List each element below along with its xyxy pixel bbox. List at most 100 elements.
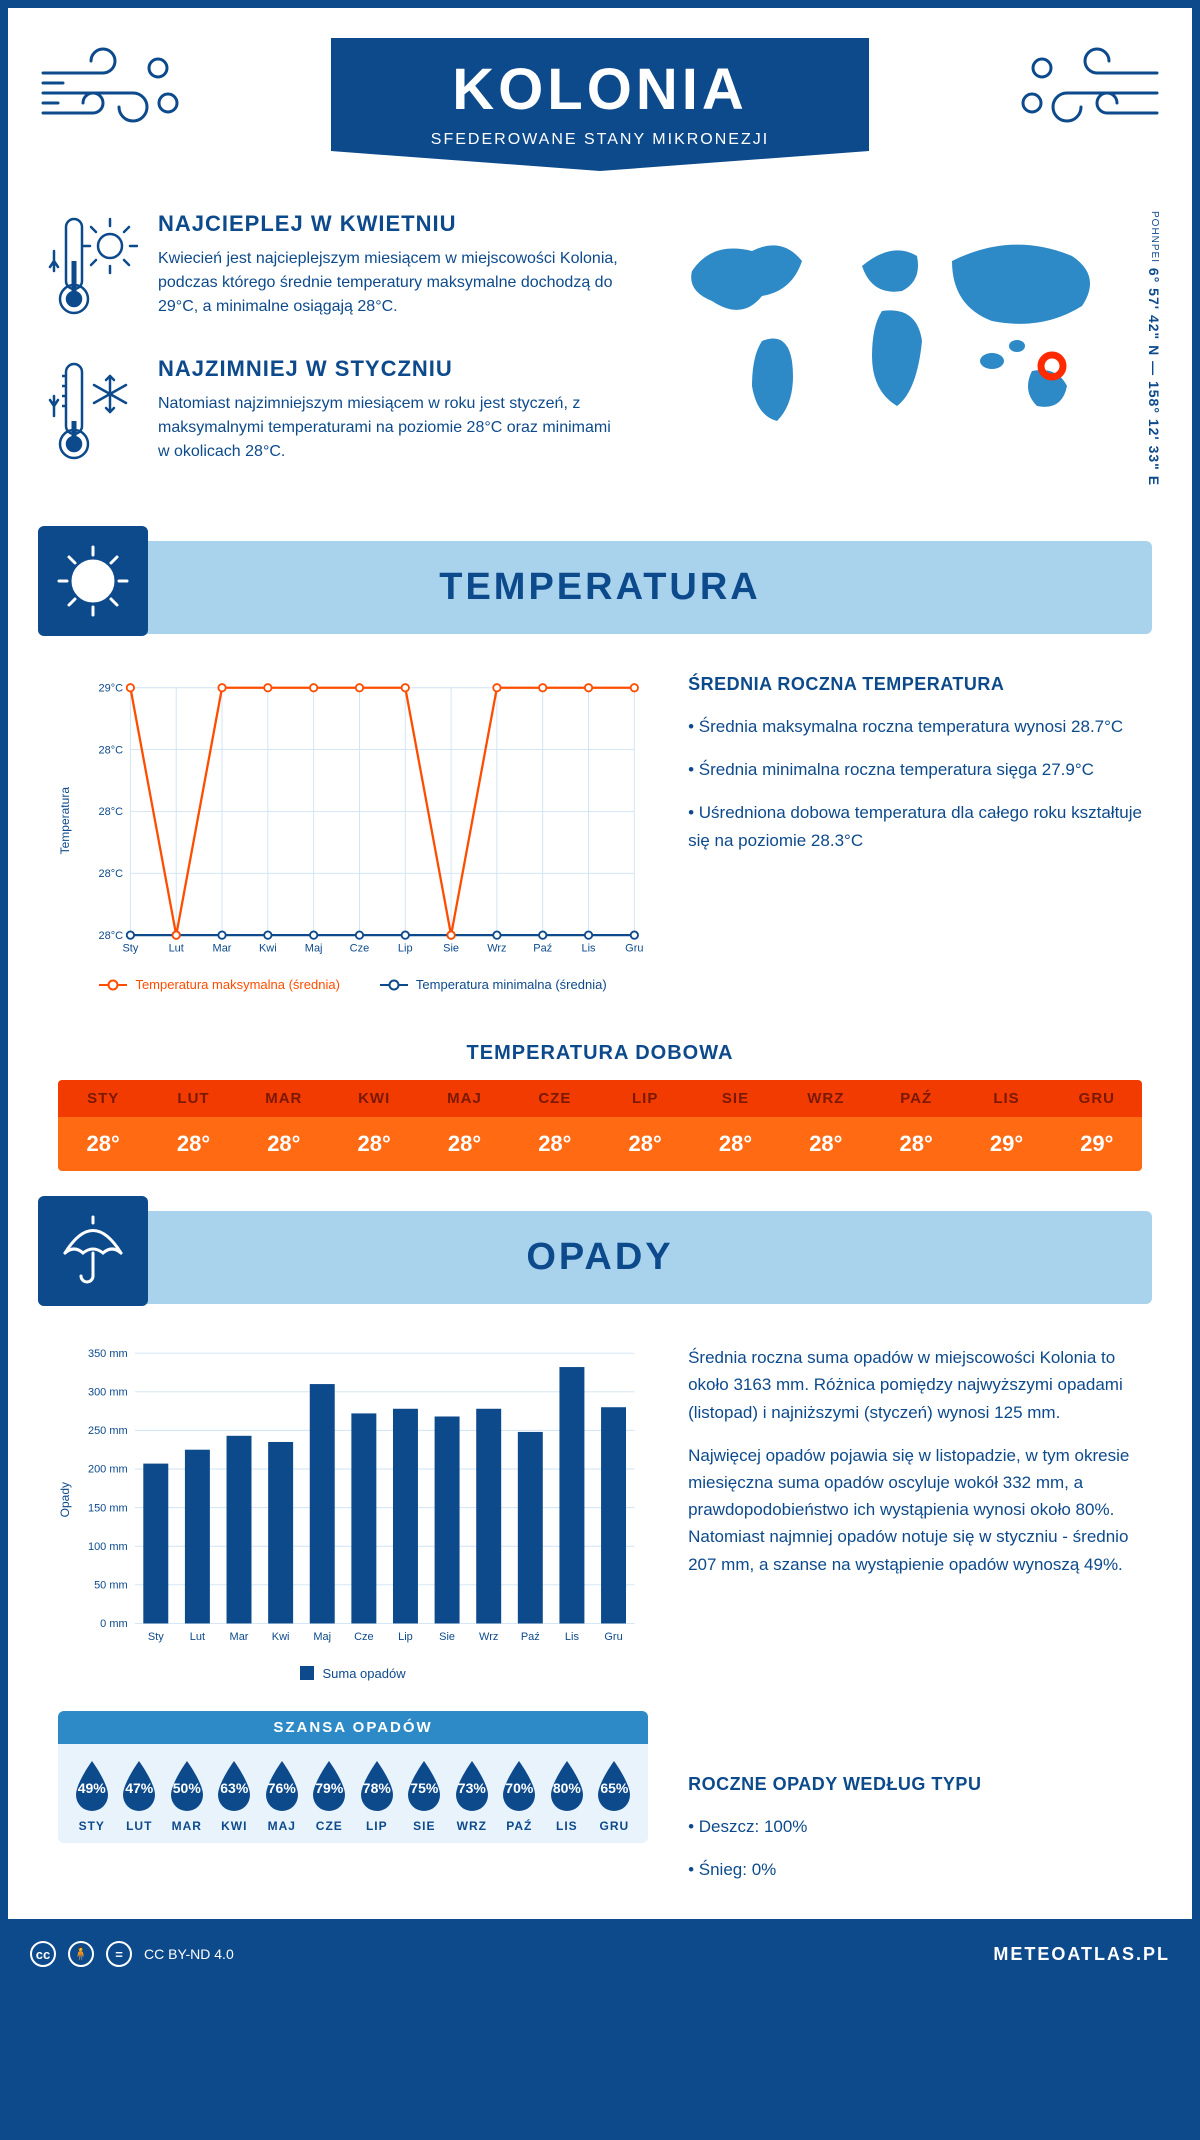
precip-banner: OPADY — [48, 1211, 1152, 1304]
table-cell: 28° — [239, 1117, 329, 1171]
daily-temp-table: STYLUTMARKWIMAJCZELIPSIEWRZPAŹLISGRU28°2… — [58, 1080, 1142, 1171]
legend-sum: Suma opadów — [322, 1666, 405, 1681]
chance-cell: 75% SIE — [401, 1759, 449, 1833]
chance-cell: 49% STY — [68, 1759, 116, 1833]
table-header: MAR — [239, 1080, 329, 1117]
table-cell: 28° — [600, 1117, 690, 1171]
chance-cell: 78% LIP — [353, 1759, 401, 1833]
footer: cc 🧍 = CC BY-ND 4.0 METEOATLAS.PL — [0, 1927, 1200, 1981]
table-header: LIS — [961, 1080, 1051, 1117]
svg-text:28°C: 28°C — [99, 744, 124, 756]
content-frame: KOLONIA SFEDEROWANE STANY MIKRONEZJI — [0, 0, 1200, 1927]
svg-text:Cze: Cze — [350, 943, 370, 955]
raindrop-icon: 50% — [165, 1759, 209, 1813]
wind-icon — [1012, 38, 1162, 138]
precip-bar-chart: Opady 0 mm50 mm100 mm150 mm200 mm250 mm3… — [58, 1344, 648, 1899]
temperature-chart-row: Temperatura 29°C28°C28°C28°C28°CStyLutMa… — [8, 654, 1192, 1012]
svg-text:Kwi: Kwi — [272, 1631, 290, 1643]
warmest-body: Kwiecień jest najcieplejszym miesiącem w… — [158, 247, 622, 319]
license-block: cc 🧍 = CC BY-ND 4.0 — [30, 1941, 234, 1967]
table-header: LIP — [600, 1080, 690, 1117]
chance-cell: 70% PAŹ — [496, 1759, 544, 1833]
warmest-block: NAJCIEPLEJ W KWIETNIU Kwiecień jest najc… — [48, 211, 622, 326]
table-header: GRU — [1052, 1080, 1142, 1117]
svg-text:Paź: Paź — [533, 943, 552, 955]
temp-bullet-3: • Uśredniona dobowa temperatura dla całe… — [688, 799, 1142, 853]
raindrop-icon: 79% — [307, 1759, 351, 1813]
license-text: CC BY-ND 4.0 — [144, 1946, 234, 1962]
svg-text:Mar: Mar — [213, 943, 232, 955]
raindrop-icon: 65% — [592, 1759, 636, 1813]
precip-para-2: Najwięcej opadów pojawia się w listopadz… — [688, 1442, 1142, 1578]
annual-temp-title: ŚREDNIA ROCZNA TEMPERATURA — [688, 674, 1142, 695]
table-header: KWI — [329, 1080, 419, 1117]
svg-text:250 mm: 250 mm — [88, 1425, 128, 1437]
page-subtitle: SFEDEROWANE STANY MIKRONEZJI — [431, 131, 769, 149]
thermometer-sun-icon — [48, 211, 138, 326]
svg-text:50 mm: 50 mm — [94, 1580, 128, 1592]
raindrop-icon: 49% — [70, 1759, 114, 1813]
raindrop-icon: 63% — [212, 1759, 256, 1813]
svg-text:Lip: Lip — [398, 943, 413, 955]
precip-type-2: • Śnieg: 0% — [688, 1856, 1142, 1883]
svg-text:Lip: Lip — [398, 1631, 413, 1643]
chance-cell: 47% LUT — [116, 1759, 164, 1833]
raindrop-icon: 70% — [497, 1759, 541, 1813]
svg-text:Gru: Gru — [604, 1631, 622, 1643]
site-name: METEOATLAS.PL — [993, 1944, 1170, 1965]
svg-text:150 mm: 150 mm — [88, 1502, 128, 1514]
raindrop-icon: 73% — [450, 1759, 494, 1813]
coldest-block: NAJZIMNIEJ W STYCZNIU Natomiast najzimni… — [48, 356, 622, 471]
temp-yaxis-label: Temperatura — [58, 787, 72, 854]
lat-label: 6° 57' 42" N — [1146, 268, 1162, 356]
temp-bullet-1: • Średnia maksymalna roczna temperatura … — [688, 713, 1142, 740]
table-cell: 28° — [510, 1117, 600, 1171]
chance-title: SZANSA OPADÓW — [58, 1711, 648, 1744]
svg-text:200 mm: 200 mm — [88, 1464, 128, 1476]
svg-text:Lis: Lis — [582, 943, 597, 955]
table-header: MAJ — [419, 1080, 509, 1117]
intro-row: NAJCIEPLEJ W KWIETNIU Kwiecień jest najc… — [8, 181, 1192, 521]
chance-cell: 63% KWI — [211, 1759, 259, 1833]
intro-text-col: NAJCIEPLEJ W KWIETNIU Kwiecień jest najc… — [48, 211, 622, 501]
chance-cell: 80% LIS — [543, 1759, 591, 1833]
table-header: SIE — [690, 1080, 780, 1117]
precip-title: OPADY — [48, 1236, 1152, 1279]
table-header: WRZ — [781, 1080, 871, 1117]
svg-text:350 mm: 350 mm — [88, 1348, 128, 1360]
table-cell: 28° — [690, 1117, 780, 1171]
table-cell: 28° — [148, 1117, 238, 1171]
raindrop-icon: 78% — [355, 1759, 399, 1813]
precip-summary: Średnia roczna suma opadów w miejscowośc… — [688, 1344, 1142, 1899]
wind-icon — [38, 38, 188, 138]
page: KOLONIA SFEDEROWANE STANY MIKRONEZJI — [0, 0, 1200, 1981]
chance-cell: 73% WRZ — [448, 1759, 496, 1833]
svg-text:Lut: Lut — [169, 943, 184, 955]
table-cell: 28° — [781, 1117, 871, 1171]
svg-text:Wrz: Wrz — [487, 943, 506, 955]
svg-text:Lut: Lut — [190, 1631, 205, 1643]
svg-text:28°C: 28°C — [99, 930, 124, 942]
svg-text:28°C: 28°C — [99, 868, 124, 880]
svg-text:Gru: Gru — [625, 943, 643, 955]
table-header: LUT — [148, 1080, 238, 1117]
svg-text:300 mm: 300 mm — [88, 1387, 128, 1399]
nd-icon: = — [106, 1941, 132, 1967]
chance-cell: 50% MAR — [163, 1759, 211, 1833]
svg-text:Lis: Lis — [565, 1631, 580, 1643]
temperature-title: TEMPERATURA — [48, 566, 1152, 609]
daily-temp-title: TEMPERATURA DOBOWA — [8, 1042, 1192, 1065]
svg-text:Maj: Maj — [313, 1631, 331, 1643]
svg-text:Sty: Sty — [148, 1631, 164, 1643]
svg-text:Kwi: Kwi — [259, 943, 277, 955]
precip-type-title: ROCZNE OPADY WEDŁUG TYPU — [688, 1774, 1142, 1795]
svg-text:Mar: Mar — [230, 1631, 249, 1643]
svg-text:Wrz: Wrz — [479, 1631, 498, 1643]
by-icon: 🧍 — [68, 1941, 94, 1967]
temp-bullet-2: • Średnia minimalna roczna temperatura s… — [688, 756, 1142, 783]
cc-icon: cc — [30, 1941, 56, 1967]
legend-min: Temperatura minimalna (średnia) — [416, 977, 607, 992]
table-header: PAŹ — [871, 1080, 961, 1117]
page-title: KOLONIA — [431, 56, 769, 123]
table-cell: 28° — [58, 1117, 148, 1171]
